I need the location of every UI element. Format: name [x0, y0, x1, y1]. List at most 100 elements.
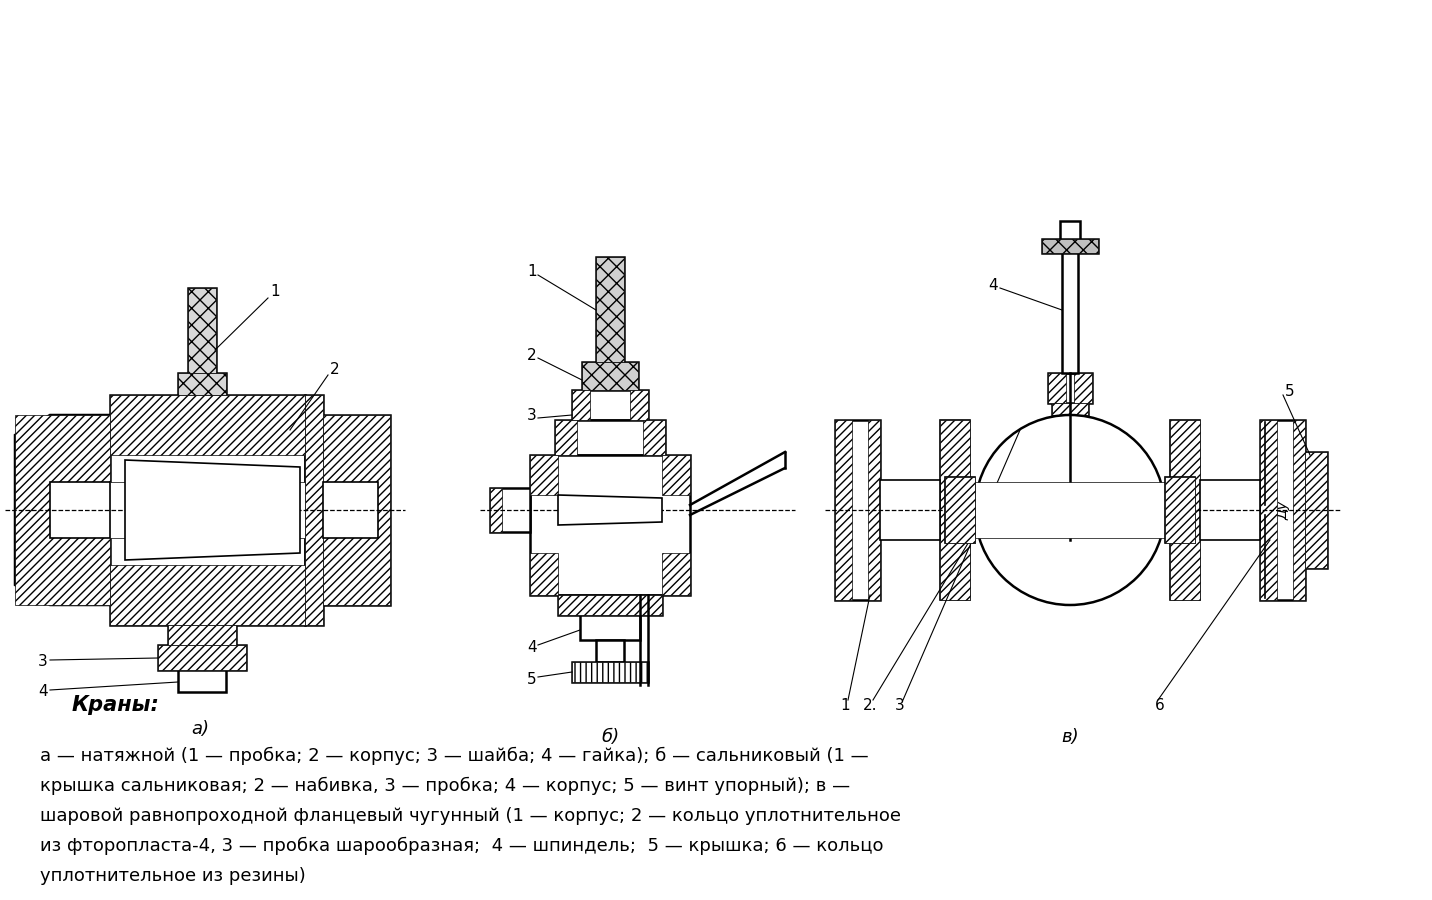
Bar — [14, 415, 110, 605]
Circle shape — [975, 415, 1166, 605]
Bar — [556, 420, 577, 455]
Bar — [1200, 480, 1260, 540]
Bar — [168, 625, 236, 645]
Bar — [324, 415, 390, 605]
Bar — [1260, 420, 1305, 600]
Text: 3: 3 — [527, 408, 537, 422]
Bar — [945, 477, 975, 543]
Bar — [1063, 243, 1078, 373]
Bar — [305, 395, 324, 625]
Polygon shape — [14, 415, 110, 605]
Bar — [178, 373, 226, 395]
Bar — [530, 455, 558, 495]
Bar — [490, 488, 530, 532]
Text: 5: 5 — [1285, 384, 1295, 400]
Polygon shape — [125, 460, 299, 560]
Bar — [110, 482, 305, 538]
Bar — [662, 553, 690, 595]
Text: из фторопласта-4, 3 — пробка шарообразная;  4 — шпиндель;  5 — крышка; 6 — кольц: из фторопласта-4, 3 — пробка шарообразна… — [40, 837, 884, 855]
Bar — [939, 420, 969, 600]
Text: 2: 2 — [329, 363, 339, 377]
Bar — [158, 645, 246, 670]
Text: 2.: 2. — [862, 698, 878, 713]
Text: 2: 2 — [527, 347, 537, 363]
Bar — [1170, 420, 1200, 600]
Bar — [530, 553, 558, 595]
Text: а — натяжной (1 — пробка; 2 — корпус; 3 — шайба; 4 — гайка); б — сальниковый (1 : а — натяжной (1 — пробка; 2 — корпус; 3 … — [40, 747, 869, 765]
Bar — [1053, 403, 1088, 415]
Bar — [1166, 477, 1194, 543]
Bar — [556, 420, 664, 455]
Bar — [1060, 221, 1080, 239]
Bar — [1048, 373, 1093, 403]
Text: б): б) — [601, 728, 619, 746]
Bar — [490, 488, 503, 532]
Bar — [558, 595, 662, 615]
Bar — [178, 373, 226, 395]
Bar — [1293, 420, 1305, 600]
Bar — [110, 395, 305, 455]
Text: 4: 4 — [39, 685, 49, 699]
Text: 3: 3 — [895, 698, 905, 713]
Bar — [324, 482, 378, 538]
Bar — [158, 645, 246, 670]
Bar — [571, 662, 649, 682]
Bar — [975, 482, 1166, 538]
Bar — [571, 390, 649, 420]
Bar — [581, 362, 639, 390]
Text: 4: 4 — [527, 641, 537, 655]
Bar — [1166, 477, 1194, 543]
Bar — [939, 420, 969, 600]
Text: 4: 4 — [988, 277, 998, 292]
Text: шаровой равнопроходной фланцевый чугунный (1 — корпус; 2 — кольцо уплотнительное: шаровой равнопроходной фланцевый чугунны… — [40, 807, 901, 825]
Bar — [1305, 452, 1327, 568]
Bar — [945, 477, 975, 543]
Text: Дy: Дy — [1277, 500, 1292, 519]
Bar — [1042, 239, 1098, 253]
Bar — [1305, 452, 1327, 568]
Bar — [1260, 420, 1277, 600]
Bar — [835, 420, 852, 600]
Text: 1: 1 — [271, 284, 279, 300]
Bar — [1048, 373, 1065, 403]
Bar — [1042, 239, 1098, 253]
Text: 1: 1 — [841, 698, 849, 713]
Bar — [868, 420, 881, 600]
Bar — [630, 390, 649, 420]
Bar — [571, 390, 590, 420]
Bar — [596, 257, 624, 362]
Text: уплотнительное из резины): уплотнительное из резины) — [40, 867, 306, 885]
Bar — [530, 455, 690, 595]
Text: 3: 3 — [39, 654, 49, 670]
Bar — [643, 420, 664, 455]
Bar — [835, 420, 881, 600]
Bar — [324, 415, 390, 605]
Bar — [188, 288, 216, 373]
Text: 1: 1 — [527, 265, 537, 280]
Text: а): а) — [190, 720, 209, 738]
Bar — [110, 395, 305, 625]
Text: 6: 6 — [1156, 698, 1164, 713]
Text: в): в) — [1061, 728, 1078, 746]
Bar — [178, 670, 226, 692]
Bar — [188, 288, 216, 373]
Text: крышка сальниковая; 2 — набивка, 3 — пробка; 4 — корпус; 5 — винт упорный); в —: крышка сальниковая; 2 — набивка, 3 — про… — [40, 777, 851, 796]
Bar — [596, 257, 624, 362]
Bar — [881, 480, 939, 540]
Bar — [581, 362, 639, 390]
Bar — [305, 395, 324, 625]
Bar — [662, 455, 690, 495]
Bar — [50, 482, 110, 538]
Bar — [110, 565, 305, 625]
Bar — [168, 625, 236, 645]
Bar — [1170, 420, 1200, 600]
Bar — [571, 662, 649, 682]
Text: Краны:: Краны: — [72, 695, 160, 715]
Bar — [580, 615, 640, 640]
Bar — [1053, 403, 1088, 415]
Bar — [558, 595, 662, 615]
Polygon shape — [558, 495, 662, 525]
Bar — [1074, 373, 1093, 403]
Bar — [596, 640, 624, 662]
Text: 5: 5 — [527, 672, 537, 688]
